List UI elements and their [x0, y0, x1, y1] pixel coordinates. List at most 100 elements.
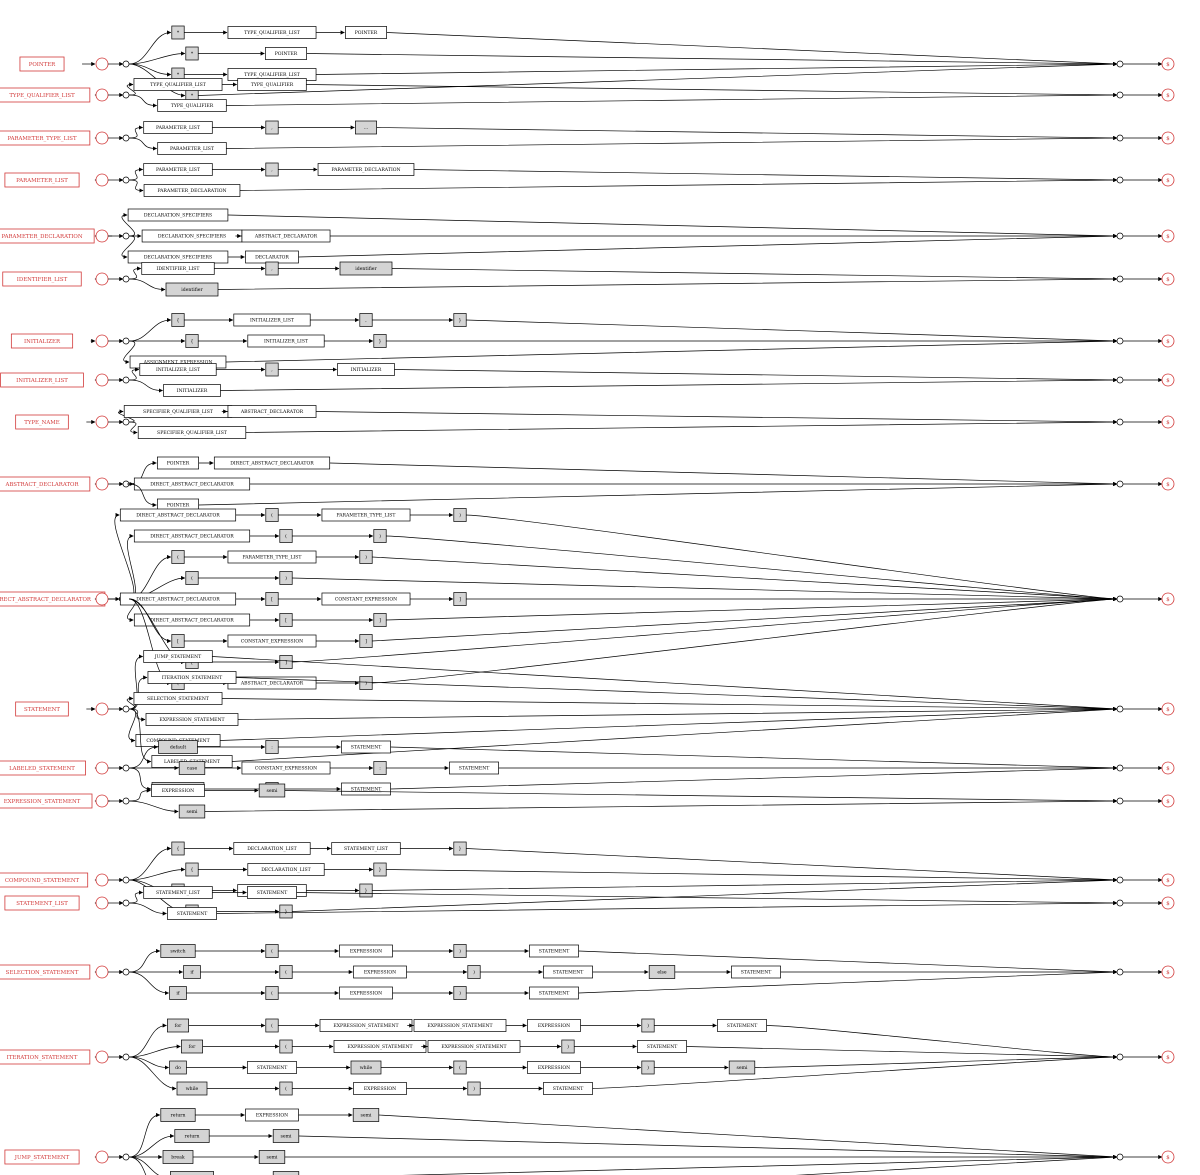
rule-label: ABSTRACT_DECLARATOR: [4, 482, 79, 488]
nonterminal-label: EXPRESSION_STATEMENT: [159, 717, 225, 723]
diagram-root: POINTER * TYPE_QUALIFIER_LIST POINTER * POINT…: [0, 25, 1175, 1175]
rule-label-box: [19, 56, 65, 72]
nonterminal-node: [137, 426, 247, 439]
nonterminal-label: TYPE_QUALIFIER_LIST: [244, 30, 301, 36]
edge: [128, 800, 179, 814]
start-node: [95, 57, 109, 71]
terminal-label: semi: [187, 809, 198, 815]
end-mark: $: [1166, 378, 1170, 384]
terminal-label: semi: [737, 1065, 748, 1071]
terminal-label: ): [567, 1043, 569, 1050]
rule-label-box: [0, 760, 86, 776]
terminal-label: (: [285, 1085, 287, 1092]
nonterminal-label: INITIALIZER_LIST: [250, 318, 295, 324]
edge: [126, 82, 136, 96]
nonterminal-label: PARAMETER_LIST: [156, 167, 201, 173]
end-node: [1161, 761, 1175, 775]
merge-edge: [329, 462, 1118, 487]
terminal-node: [359, 676, 373, 690]
rule-label-box: [0, 1049, 91, 1065]
alternative: break semi: [129, 1150, 1118, 1164]
end-node: [1161, 477, 1175, 491]
start-node: [95, 794, 109, 808]
end-node: [1161, 1150, 1175, 1164]
edge: [128, 867, 186, 881]
edge: [128, 1133, 175, 1158]
nonterminal-label: SELECTION_STATEMENT: [147, 696, 210, 702]
rule-expression-statement: EXPRESSION_STATEMENT EXPRESSION semi semi $: [0, 783, 1175, 819]
merge-edge: [372, 596, 1118, 642]
terminal-label: ): [459, 512, 461, 519]
nonterminal-label: DECLARATION_LIST: [247, 846, 297, 852]
terminal-node: [279, 965, 293, 979]
terminal-node: [467, 965, 481, 979]
edge: [121, 212, 136, 237]
alternative: semi: [128, 798, 1118, 819]
terminal-label: }: [285, 909, 288, 915]
terminal-node: [279, 529, 293, 543]
alternative: []: [128, 596, 1118, 669]
end-mark: $: [1166, 277, 1170, 283]
merge-edge: [386, 596, 1118, 621]
nonterminal-label: POINTER: [275, 51, 298, 57]
terminal-label: }: [379, 867, 382, 873]
terminal-label: while: [186, 1086, 199, 1092]
alternative: POINTER DIRECT_ABSTRACT_DECLARATOR: [128, 456, 1118, 487]
nonterminal-label: CONSTANT_EXPRESSION: [241, 639, 303, 645]
terminal-label: (: [285, 1043, 287, 1050]
alternative: PARAMETER_LIST,...: [128, 120, 1118, 141]
nonterminal-label: EXPRESSION: [538, 1023, 570, 1029]
rule-label: STATEMENT: [24, 707, 60, 713]
terminal-node: [265, 120, 279, 135]
nonterminal-node: [337, 363, 395, 376]
terminal-label: {: [191, 867, 194, 873]
split-node: [122, 1153, 130, 1161]
merge-edge: [306, 84, 1118, 98]
merge-edge: [296, 892, 1118, 906]
split-node: [122, 91, 130, 99]
nonterminal-label: STATEMENT: [539, 991, 571, 997]
nonterminal-label: STATEMENT: [257, 890, 289, 896]
alternative: POINTER: [128, 481, 1118, 512]
nonterminal-label: EXPRESSION: [364, 970, 396, 976]
rule-type-name: TYPE_NAME SPECIFIER_QUALIFIER_LIST ABSTRAC…: [15, 405, 1175, 439]
join-node: [1116, 376, 1124, 384]
start-node: [95, 272, 109, 286]
nonterminal-label: STATEMENT: [539, 949, 571, 955]
start-node: [95, 1150, 109, 1164]
terminal-label: ): [647, 1022, 649, 1029]
alternative: (PARAMETER_TYPE_LIST): [128, 550, 1118, 602]
rule-label: PARAMETER_DECLARATION: [1, 234, 82, 240]
end-node: [1161, 794, 1175, 808]
terminal-label: [: [177, 639, 179, 645]
end-node: [1161, 131, 1175, 145]
alternative: STATEMENT_LIST STATEMENT: [128, 886, 1118, 906]
rule-selection-statement: SELECTION_STATEMENT switch (EXPRESSION) STA…: [0, 944, 1175, 1000]
terminal-node: [453, 592, 467, 606]
terminal-label: semi: [361, 1113, 372, 1119]
terminal-label: default: [170, 745, 187, 751]
merge-edge: [237, 706, 1118, 720]
end-node: [1161, 334, 1175, 348]
edge: [121, 235, 136, 260]
rule-label: JUMP_STATEMENT: [14, 1155, 70, 1161]
start-node: [95, 477, 109, 491]
end-mark: $: [1166, 1055, 1170, 1061]
rule-label: IDENTIFIER_LIST: [17, 277, 68, 283]
terminal-label: for: [175, 1023, 182, 1029]
join-node: [1116, 797, 1124, 805]
nonterminal-label: SPECIFIER_QUALIFIER_LIST: [143, 409, 214, 415]
terminal-label: ,: [271, 126, 273, 131]
nonterminal-node: [143, 886, 213, 899]
rule-label-box: [0, 872, 89, 888]
nonterminal-node: [143, 163, 213, 176]
join-node: [1116, 176, 1124, 184]
join-node: [1116, 705, 1124, 713]
merge-edge: [236, 677, 1118, 712]
terminal-node: [265, 1018, 279, 1033]
alternative: DIRECT_ABSTRACT_DECLARATOR []: [127, 596, 1118, 627]
nonterminal-label: PARAMETER_DECLARATION: [157, 188, 226, 194]
terminal-label: (: [285, 969, 287, 976]
